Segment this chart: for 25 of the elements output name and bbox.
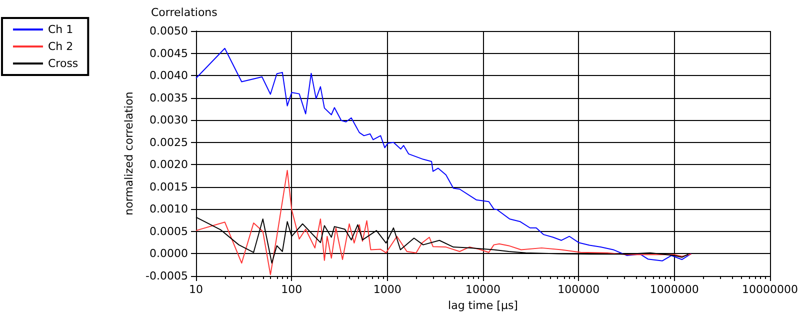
- x-tick-label: 1000000: [650, 283, 699, 296]
- y-tick-label: 0.0005: [150, 224, 188, 238]
- x-tick-label: 10000: [466, 283, 501, 296]
- x-tick-label: 10: [189, 283, 203, 296]
- y-tick-label: 0.0030: [150, 114, 188, 127]
- x-tick-label: 1000: [373, 283, 402, 296]
- y-tick-label: 0.0020: [150, 158, 188, 172]
- x-tick-label: 10000000: [742, 283, 798, 296]
- x-tick-label: 100: [281, 283, 302, 296]
- y-tick-label: 0.0040: [150, 69, 188, 82]
- y-tick-label: 0.0025: [150, 136, 188, 149]
- y-tick-label: 0.0045: [150, 46, 188, 60]
- y-tick-label: 0.0010: [150, 202, 188, 216]
- y-axis-title: normalized correlation: [122, 92, 136, 216]
- x-axis-title: lag time [µs]: [448, 298, 518, 312]
- legend-label: Cross: [48, 57, 78, 70]
- legend-label: Ch 1: [48, 23, 74, 36]
- x-tick-label: 100000: [558, 283, 600, 296]
- y-tick-label: 0.0035: [150, 91, 188, 104]
- y-tick-label: 0.0015: [150, 180, 188, 194]
- y-tick-label: 0.0050: [150, 24, 188, 38]
- legend-label: Ch 2: [48, 40, 74, 53]
- y-tick-label: -0.0005: [146, 270, 188, 282]
- y-tick-label: 0.0000: [150, 247, 188, 260]
- chart-title: Correlations: [151, 6, 218, 19]
